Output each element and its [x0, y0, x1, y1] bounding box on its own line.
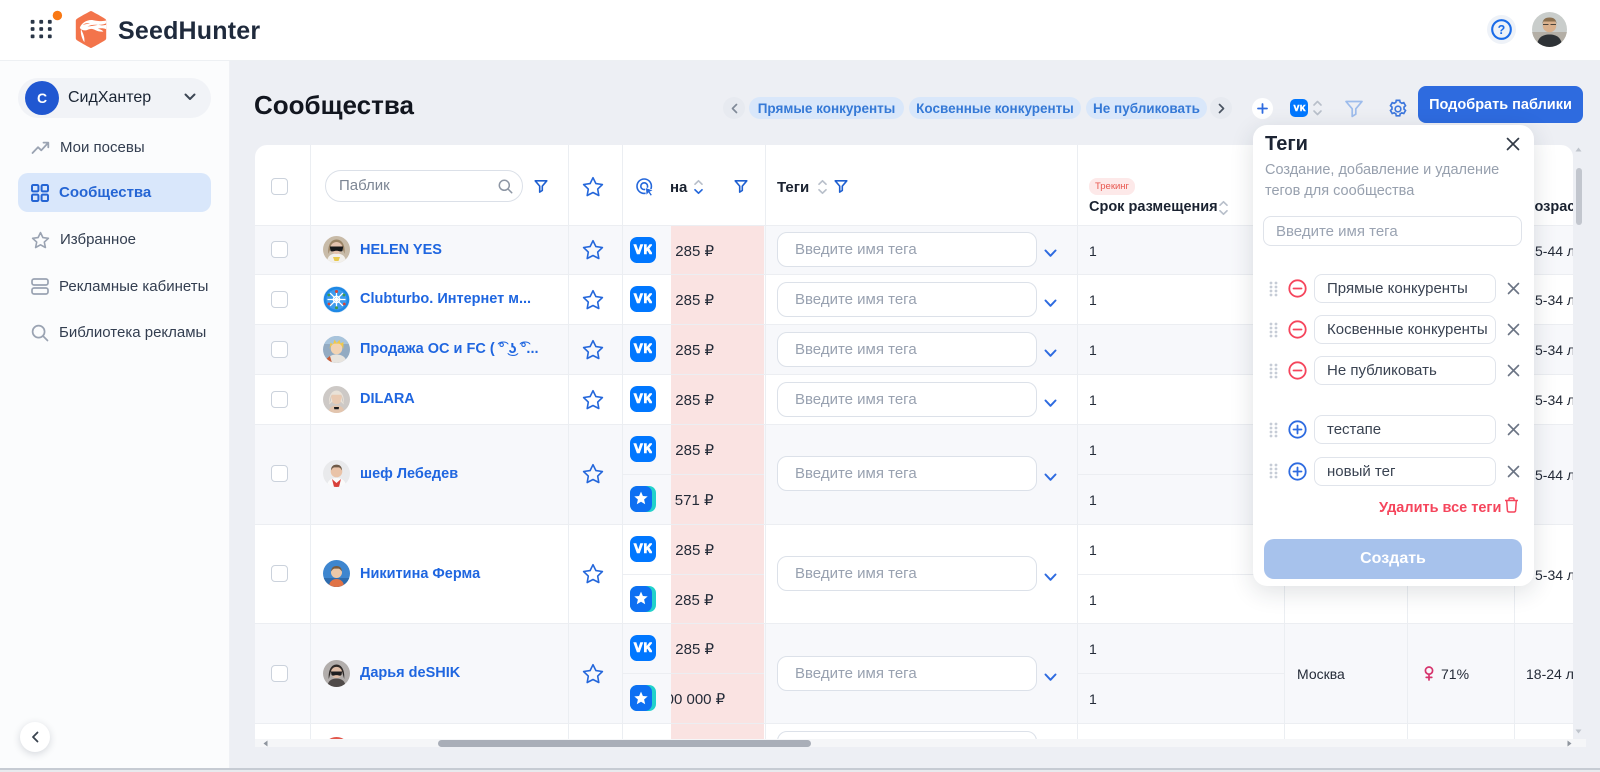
svg-text:?: ?	[1498, 23, 1506, 37]
